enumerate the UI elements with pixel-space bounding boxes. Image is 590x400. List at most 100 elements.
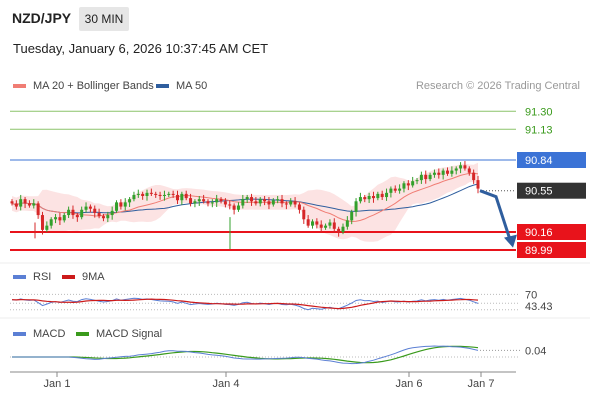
candle-body bbox=[267, 201, 271, 205]
candle-body bbox=[93, 208, 97, 213]
candle-body bbox=[97, 212, 101, 217]
candle-body bbox=[136, 193, 140, 195]
candle bbox=[398, 184, 402, 194]
candle bbox=[376, 191, 380, 201]
candle bbox=[88, 204, 92, 213]
candle-body bbox=[193, 201, 197, 204]
candle bbox=[263, 196, 267, 206]
candle bbox=[367, 192, 371, 203]
candle bbox=[228, 200, 232, 210]
candle bbox=[380, 190, 384, 201]
candle bbox=[54, 214, 58, 224]
candle bbox=[162, 190, 166, 201]
legend-macd-signal-label: MACD Signal bbox=[96, 328, 163, 340]
time-tick-label: Jan 4 bbox=[213, 378, 240, 390]
candle bbox=[175, 190, 179, 205]
candle-body bbox=[311, 221, 315, 226]
candle-body bbox=[297, 204, 301, 210]
candle-body bbox=[40, 215, 44, 230]
candle-body bbox=[189, 198, 193, 204]
candle-body bbox=[450, 170, 454, 174]
candle-body bbox=[10, 201, 14, 204]
candle bbox=[62, 212, 66, 223]
candle bbox=[250, 193, 254, 206]
candle bbox=[432, 169, 436, 178]
candle bbox=[267, 197, 271, 210]
candle-body bbox=[145, 192, 149, 196]
candle-body bbox=[446, 170, 450, 174]
ma50-line bbox=[11, 183, 479, 214]
projection-arrow-head bbox=[504, 234, 517, 248]
candle-body bbox=[219, 199, 223, 202]
candle bbox=[171, 190, 175, 198]
candle bbox=[236, 202, 240, 212]
candle bbox=[280, 194, 284, 208]
level-label-bg-2 bbox=[517, 152, 586, 168]
legend-rsi-ma: 9MA bbox=[62, 271, 105, 283]
candle-body bbox=[167, 193, 171, 195]
candle-body bbox=[389, 188, 393, 193]
candle-body bbox=[385, 192, 389, 198]
candle-body bbox=[337, 228, 341, 232]
candle bbox=[206, 199, 210, 207]
candle-body bbox=[463, 165, 467, 169]
candle bbox=[389, 186, 393, 198]
candle bbox=[210, 199, 214, 208]
candle-body bbox=[228, 204, 232, 206]
candle-body bbox=[162, 194, 166, 196]
candle bbox=[324, 223, 328, 230]
candle-body bbox=[358, 197, 362, 202]
candle bbox=[23, 197, 27, 209]
candle bbox=[232, 203, 236, 215]
candle-body bbox=[236, 205, 240, 210]
macd-current-label: 0.04 bbox=[525, 345, 546, 357]
time-axis: Jan 1 Jan 4 Jan 6 Jan 7 bbox=[0, 262, 590, 390]
macd-panel: 0.04 bbox=[10, 345, 546, 365]
candle bbox=[19, 194, 23, 211]
candle-body bbox=[350, 211, 354, 221]
candle bbox=[302, 206, 306, 224]
level-label-4: 90.16 bbox=[525, 227, 553, 239]
candle-body bbox=[284, 203, 288, 205]
candle bbox=[93, 205, 97, 218]
candle bbox=[14, 200, 18, 210]
candle-body bbox=[171, 193, 175, 195]
candle-body bbox=[271, 200, 275, 205]
candle-body bbox=[110, 210, 114, 216]
ma20-line bbox=[11, 172, 479, 223]
candle-body bbox=[115, 202, 119, 211]
candle bbox=[271, 198, 275, 207]
candle-body bbox=[149, 192, 153, 194]
candles bbox=[10, 161, 480, 249]
candle bbox=[332, 218, 336, 233]
candle bbox=[284, 201, 288, 210]
candle bbox=[276, 196, 280, 204]
candle-body bbox=[154, 193, 158, 195]
candle bbox=[311, 219, 315, 229]
timeframe-badge[interactable]: 30 MIN bbox=[79, 7, 129, 31]
candle bbox=[132, 191, 136, 202]
legend-ma50-label: MA 50 bbox=[176, 80, 208, 92]
candle-body bbox=[367, 196, 371, 200]
candle-body bbox=[393, 188, 397, 191]
candle-body bbox=[289, 201, 293, 205]
macd-line bbox=[12, 345, 479, 365]
candle-body bbox=[202, 199, 206, 202]
candle-body bbox=[54, 217, 58, 220]
candle bbox=[467, 166, 471, 176]
legend-ma50: MA 50 bbox=[156, 80, 207, 92]
candle-body bbox=[419, 174, 423, 181]
candle bbox=[476, 175, 480, 194]
candle-body bbox=[19, 199, 23, 207]
candle bbox=[393, 185, 397, 193]
candle bbox=[297, 202, 301, 214]
candle-body bbox=[141, 193, 145, 196]
macd-signal-line bbox=[12, 345, 479, 364]
candle bbox=[128, 197, 132, 208]
rsi-level-label: 70 bbox=[525, 289, 537, 301]
candle-body bbox=[441, 170, 445, 175]
candle-body bbox=[476, 180, 480, 189]
candle-body bbox=[75, 215, 79, 218]
